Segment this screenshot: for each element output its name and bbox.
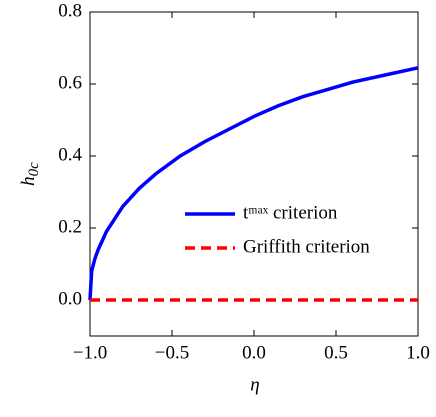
y-tick-label: 0.6 (58, 72, 82, 93)
y-tick-label: 0.4 (58, 144, 82, 165)
y-label-base: h (18, 176, 39, 186)
y-axis-label: h0c (18, 162, 42, 186)
y-label-sub: 0c (26, 162, 42, 177)
series-line (88, 66, 419, 301)
plot-frame (89, 11, 419, 337)
x-tick-label: 1.0 (406, 342, 430, 363)
y-tick-label: 0.8 (58, 0, 82, 21)
legend-label: Griffith criterion (243, 236, 370, 257)
legend-label: tᵐᵃˣ criterion (243, 202, 338, 223)
x-axis-label: η (250, 374, 259, 395)
y-tick-label: 0.2 (58, 216, 82, 237)
y-tick-label: 0.0 (58, 288, 82, 309)
x-tick-label: 0.0 (242, 342, 266, 363)
x-tick-label: −0.5 (155, 342, 189, 363)
x-tick-label: −1.0 (73, 342, 107, 363)
x-tick-label: 0.5 (324, 342, 348, 363)
